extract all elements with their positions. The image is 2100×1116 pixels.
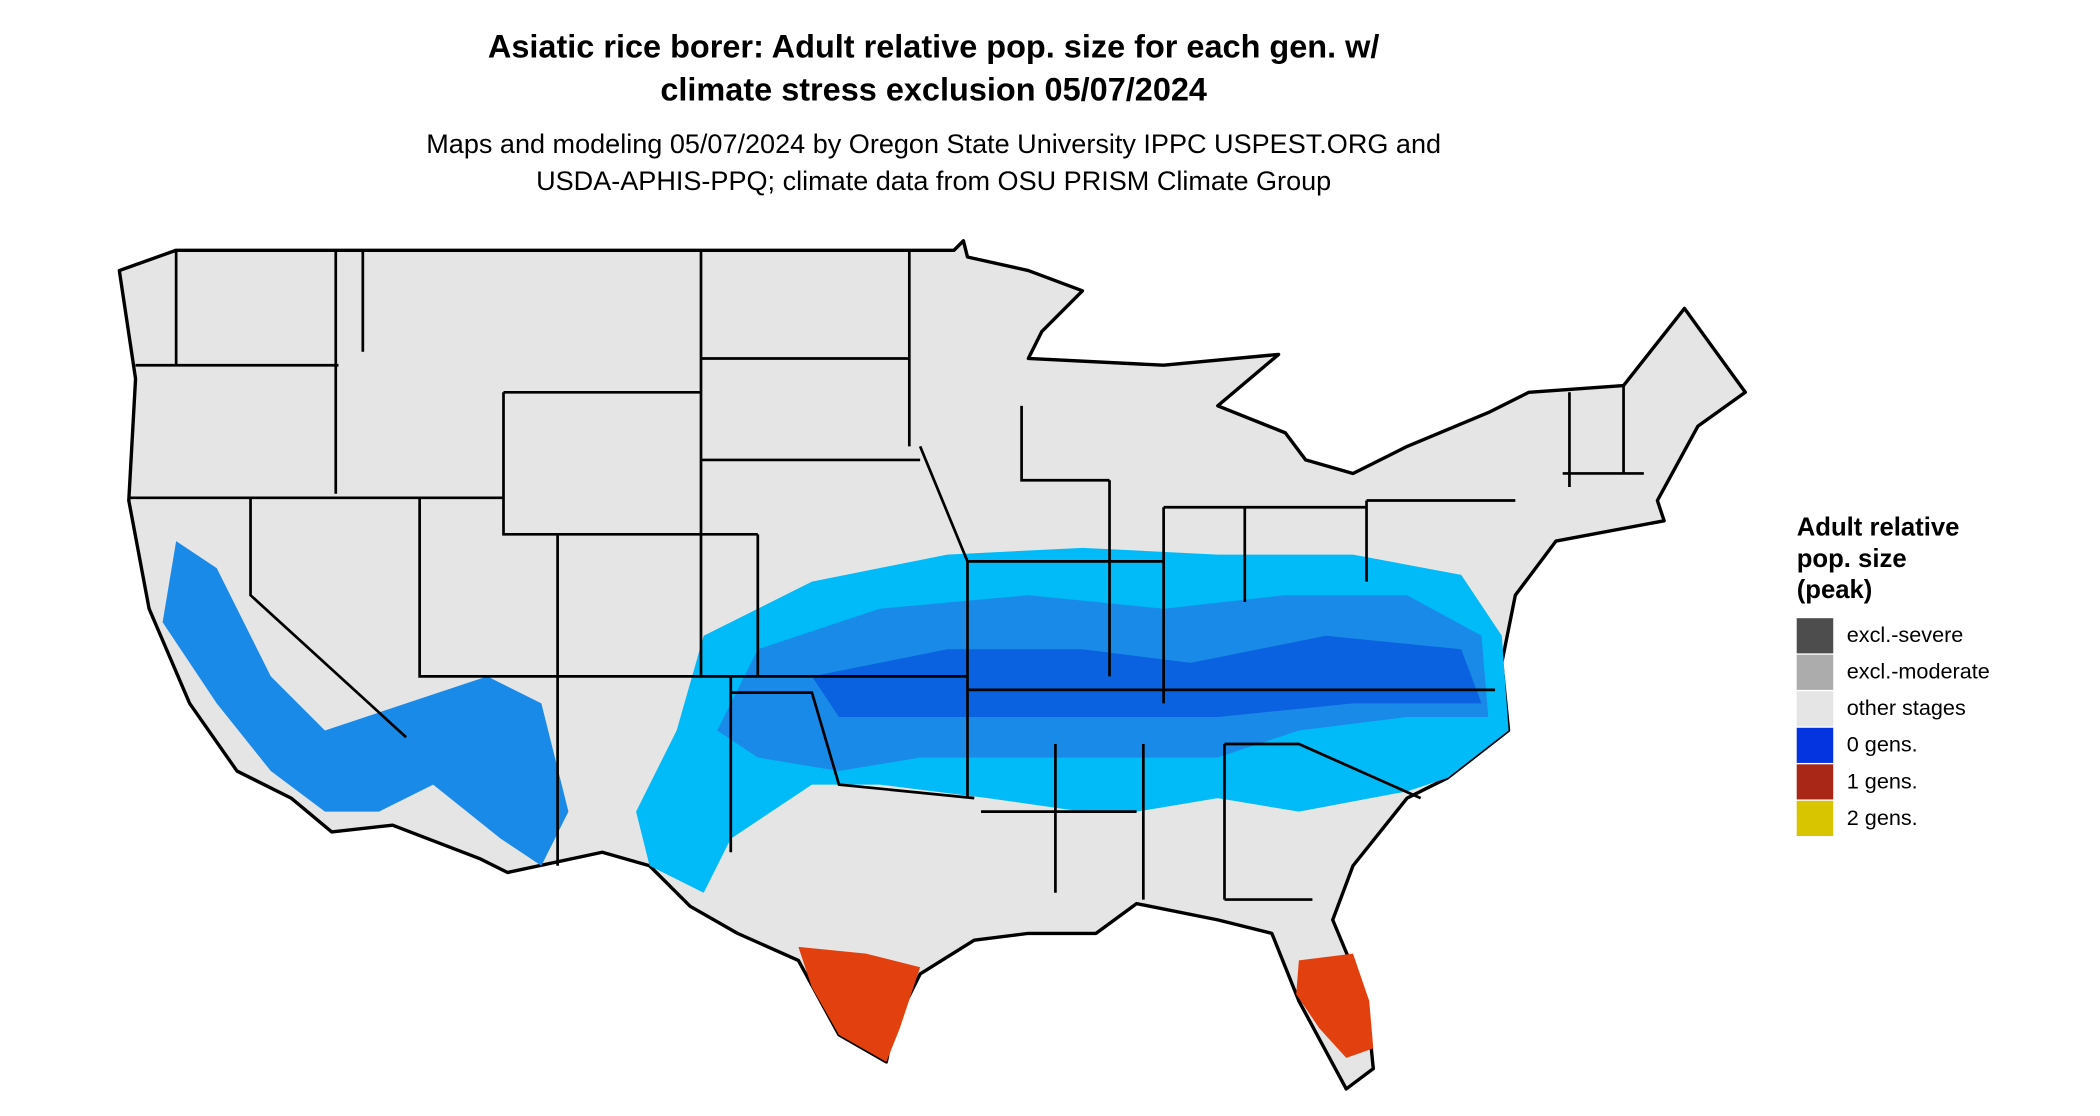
florida-red-zone [1296,953,1374,1058]
legend-swatch [1796,691,1834,727]
legend-label: 1 gens. [1847,768,1918,793]
subtitle-line: USDA-APHIS-PPQ; climate data from OSU PR… [536,166,1331,196]
legend-label: 0 gens. [1847,732,1918,757]
title-line: Asiatic rice borer: Adult relative pop. … [488,28,1380,64]
legend-swatch [1796,764,1834,800]
west-blue-zone [162,541,569,866]
legend-title: Adult relative [1797,514,1960,542]
us-map [117,239,1747,1091]
legend-title: pop. size [1797,545,1907,573]
legend-swatch [1796,800,1834,836]
legend-swatch [1796,654,1834,690]
legend: Adult relative pop. size (peak) excl.-se… [1796,514,1990,836]
legend-label: excl.-severe [1847,622,1964,647]
dark-blue-zone [811,635,1482,717]
legend-label: other stages [1847,695,1966,720]
subtitle-line: Maps and modeling 05/07/2024 by Oregon S… [426,129,1441,159]
texas-red-zone [798,946,921,1062]
state-borders [128,250,1644,901]
title-line: climate stress exclusion 05/07/2024 [660,72,1207,108]
legend-swatch [1796,727,1834,763]
legend-swatch [1796,618,1834,654]
legend-title: (peak) [1797,576,1873,604]
legend-label: 2 gens. [1847,805,1918,830]
legend-label: excl.-moderate [1847,659,1990,684]
